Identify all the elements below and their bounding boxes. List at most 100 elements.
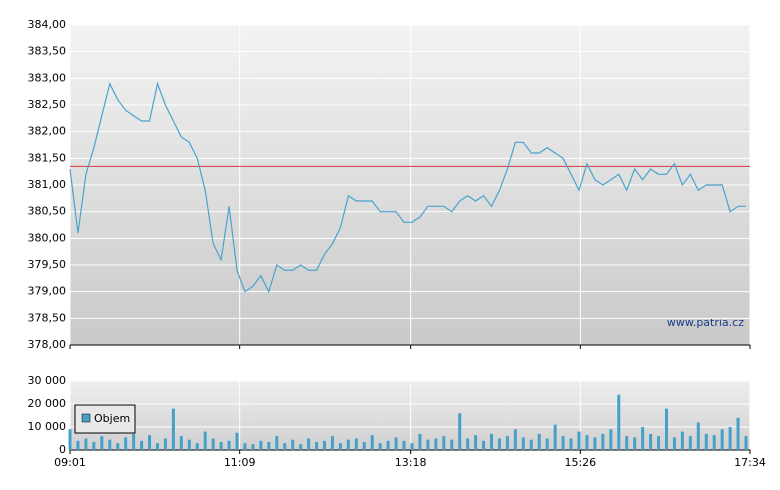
y-tick-label: 10 000 — [28, 420, 67, 433]
volume-bar — [211, 438, 215, 450]
volume-bar — [203, 431, 207, 450]
volume-bar — [704, 433, 708, 450]
volume-bar — [132, 433, 136, 450]
volume-bar — [537, 433, 541, 450]
volume-bar — [450, 439, 454, 450]
volume-bar — [482, 440, 486, 450]
volume-bar — [299, 444, 303, 450]
volume-bar — [474, 435, 478, 450]
volume-bar — [92, 441, 96, 450]
volume-bar — [442, 436, 446, 450]
volume-bar — [155, 443, 159, 450]
volume-bar — [108, 439, 112, 450]
price-line — [69, 81, 746, 294]
x-tick-label: 15:26 — [564, 456, 596, 469]
volume-bar — [712, 435, 716, 450]
volume-bar — [641, 427, 645, 450]
y-tick-label: 379,50 — [28, 258, 67, 271]
y-tick-label: 0 — [59, 443, 66, 456]
volume-bar — [426, 439, 430, 450]
volume-bar — [402, 440, 406, 450]
volume-bar — [330, 436, 334, 450]
volume-bar — [346, 439, 350, 450]
x-tick-label: 17:34 — [734, 456, 766, 469]
volume-bar — [672, 437, 676, 450]
volume-bar — [378, 443, 382, 450]
y-tick-label: 378,50 — [28, 311, 67, 324]
volume-bar — [243, 443, 247, 450]
volume-bar — [553, 424, 557, 450]
volume-bar — [315, 441, 319, 450]
volume-bar — [116, 443, 120, 450]
volume-bar — [569, 438, 573, 450]
volume-bar — [744, 436, 748, 450]
volume-bar — [338, 443, 342, 450]
y-tick-label: 383,00 — [28, 71, 67, 84]
volume-bar — [736, 417, 740, 450]
volume-bar — [513, 429, 517, 450]
volume-bar — [354, 438, 358, 450]
volume-bar — [505, 436, 509, 450]
volume-bar — [649, 433, 653, 450]
volume-bar — [696, 422, 700, 450]
volume-bar — [100, 436, 104, 450]
y-tick-label: 381,00 — [28, 178, 67, 191]
volume-bar — [370, 435, 374, 450]
volume-bar — [251, 444, 255, 450]
volume-bar — [728, 427, 732, 450]
volume-bar — [617, 394, 621, 450]
volume-bar — [283, 443, 287, 450]
volume-bar — [171, 408, 175, 450]
volume-bar — [227, 440, 231, 450]
y-tick-label: 380,00 — [28, 231, 67, 244]
volume-bar — [267, 441, 271, 450]
volume-bar — [275, 436, 279, 450]
volume-bar — [529, 439, 533, 450]
volume-bar — [521, 437, 525, 450]
volume-bar — [680, 431, 684, 450]
volume-bar — [163, 438, 167, 450]
volume-bar — [490, 433, 494, 450]
volume-bar — [577, 431, 581, 450]
x-tick-label: 13:18 — [395, 456, 427, 469]
volume-bar — [124, 437, 128, 450]
volume-bar — [179, 436, 183, 450]
volume-bar — [720, 429, 724, 450]
x-tick-label: 11:09 — [224, 456, 256, 469]
volume-bar — [609, 429, 613, 450]
volume-bar — [410, 443, 414, 450]
volume-bar — [657, 436, 661, 450]
volume-bar — [466, 438, 470, 450]
volume-bar — [140, 440, 144, 450]
volume-bar — [323, 440, 327, 450]
volume-bar — [593, 437, 597, 450]
volume-bar — [68, 429, 72, 450]
volume-bar — [235, 432, 239, 450]
volume-bar — [545, 438, 549, 450]
volume-bar — [307, 438, 311, 450]
volume-bar — [688, 436, 692, 450]
y-tick-label: 20 000 — [28, 397, 67, 410]
volume-bar — [187, 439, 191, 450]
volume-bar — [148, 435, 152, 450]
y-tick-label: 380,50 — [28, 205, 67, 218]
y-tick-label: 378,00 — [28, 338, 67, 351]
volume-bar — [259, 440, 263, 450]
volume-bar — [664, 408, 668, 450]
volume-bar — [386, 440, 390, 450]
volume-bar — [418, 433, 422, 450]
y-tick-label: 382,50 — [28, 98, 67, 111]
watermark: www.patria.cz — [667, 316, 744, 329]
volume-bar — [625, 436, 629, 450]
volume-bar — [219, 441, 223, 450]
y-tick-label: 379,00 — [28, 285, 67, 298]
legend-label: Objem — [94, 412, 130, 425]
volume-bar — [291, 439, 295, 450]
legend: Objem — [74, 404, 136, 434]
legend-swatch — [81, 413, 91, 423]
volume-bar — [362, 441, 366, 450]
volume-bar — [76, 440, 80, 450]
volume-bar — [601, 433, 605, 450]
volume-bar — [394, 437, 398, 450]
